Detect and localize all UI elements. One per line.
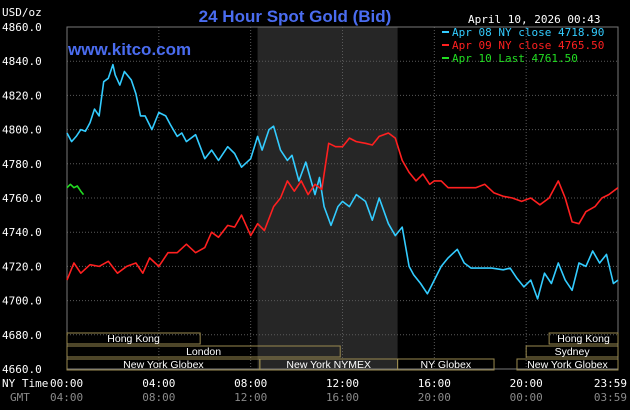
x-axis-ticks: 00:0004:0004:0008:0008:0012:0012:0016:00…	[50, 377, 627, 404]
timestamp: April 10, 2026 00:43	[468, 13, 600, 26]
y-tick-label: 4840.0	[2, 55, 42, 68]
session-label: New York Globex	[527, 359, 608, 371]
legend-entry: Apr 10 Last 4761.50	[452, 52, 578, 65]
session-label: New York NYMEX	[286, 359, 371, 371]
y-tick-label: 4760.0	[2, 192, 42, 205]
x-tick-label-ny: 23:59	[594, 377, 627, 390]
session-box	[397, 358, 495, 371]
y-tick-label: 4780.0	[2, 158, 42, 171]
x-tick-label-ny: 00:00	[50, 377, 83, 390]
y-tick-label: 4820.0	[2, 89, 42, 102]
kitco-watermark: www.kitco.com	[67, 40, 191, 59]
x-tick-label-ny: 08:00	[234, 377, 267, 390]
x-axis-label-gmt: GMT	[10, 391, 30, 404]
x-tick-label-gmt: 08:00	[142, 391, 175, 404]
session-label: Hong Kong	[557, 333, 610, 345]
x-tick-label-gmt: 03:59	[594, 391, 627, 404]
session-box	[66, 332, 201, 345]
x-tick-label-ny: 20:00	[510, 377, 543, 390]
price-series	[66, 63, 619, 300]
plot-frame	[66, 26, 619, 370]
series-line	[66, 183, 85, 196]
x-tick-label-ny: 16:00	[418, 377, 451, 390]
x-tick-label-ny: 12:00	[326, 377, 359, 390]
y-tick-label: 4740.0	[2, 226, 42, 239]
y-axis-ticks: 4860.0 4840.0 4820.0 4800.0 4780.0 4760.0 4740…	[2, 21, 42, 376]
session-label: Hong Kong	[107, 333, 160, 345]
y-tick-label: 4800.0	[2, 124, 42, 137]
y-tick-label: 4720.0	[2, 260, 42, 273]
x-tick-label-gmt: 12:00	[234, 391, 267, 404]
x-tick-label-gmt: 04:00	[50, 391, 83, 404]
session-box	[525, 345, 619, 358]
session-box	[66, 345, 341, 358]
session-label: London	[186, 346, 221, 358]
session-label: NY Globex	[421, 359, 472, 371]
x-tick-label-ny: 04:00	[142, 377, 175, 390]
y-tick-label: 4660.0	[2, 363, 42, 376]
chart-title: 24 Hour Spot Gold (Bid)	[199, 7, 392, 26]
session-box	[516, 358, 619, 371]
series-line	[66, 132, 619, 281]
y-tick-label: 4860.0	[2, 21, 42, 34]
x-tick-label-gmt: 16:00	[326, 391, 359, 404]
session-label: New York Globex	[123, 359, 204, 371]
x-tick-label-gmt: 00:00	[510, 391, 543, 404]
session-box	[548, 332, 619, 345]
y-axis-unit-label: USD/oz	[2, 6, 42, 19]
legend-entry: Apr 08 NY close 4718.90	[452, 26, 604, 39]
x-axis-label-ny-time: NY Time	[2, 377, 48, 390]
y-tick-label: 4700.0	[2, 295, 42, 308]
y-tick-label: 4680.0	[2, 329, 42, 342]
grid-lines	[66, 26, 619, 370]
legend-entry: Apr 09 NY close 4765.50	[452, 39, 604, 52]
session-label: Sydney	[555, 346, 591, 358]
x-tick-label-gmt: 20:00	[418, 391, 451, 404]
